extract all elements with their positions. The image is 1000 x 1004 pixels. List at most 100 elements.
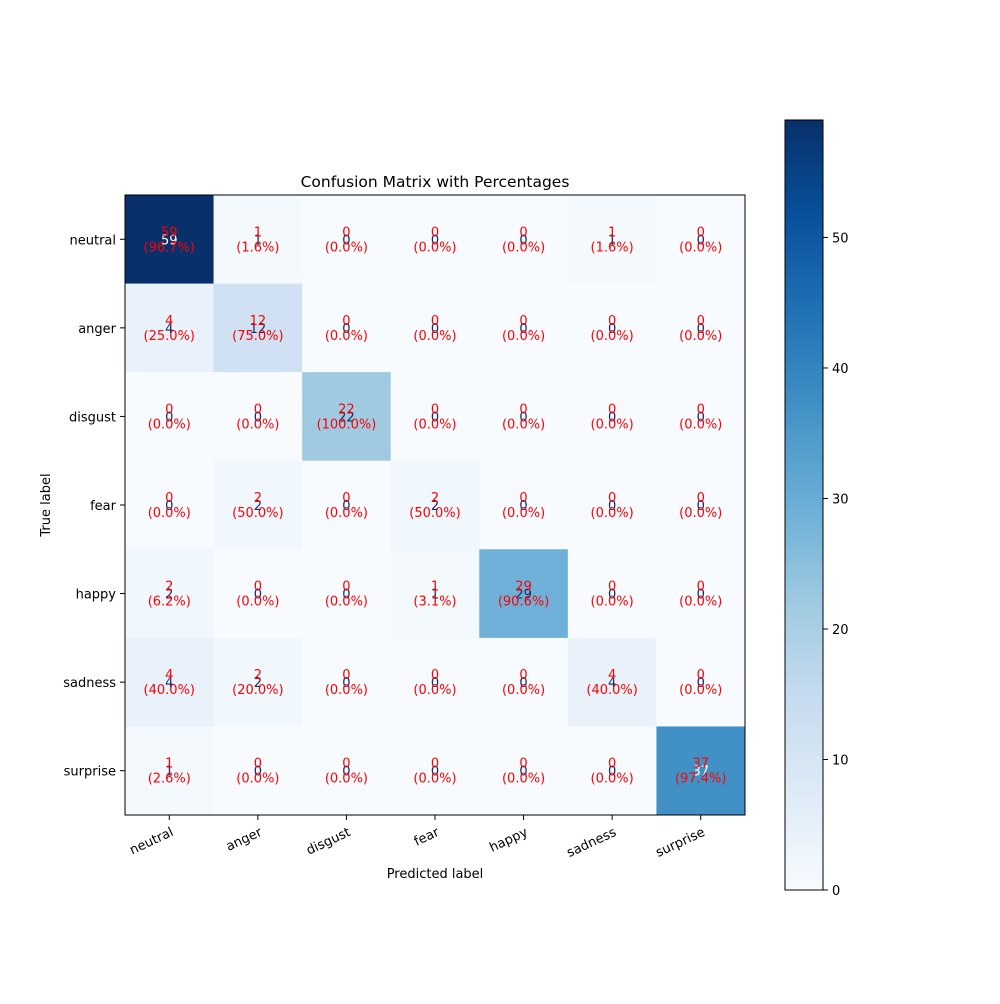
cell-count-annotation: 0: [519, 314, 527, 329]
cell-count-annotation: 0: [431, 402, 439, 417]
cell-count-annotation: 12: [250, 314, 267, 329]
cell-percent-annotation: (0.0%): [325, 683, 368, 698]
cell-count-label: 0: [165, 410, 173, 425]
cell-percent-annotation: (0.0%): [679, 506, 722, 521]
cell-count-label: 0: [697, 499, 705, 514]
cell-count-label: 0: [431, 765, 439, 780]
cell-percent-annotation: (0.0%): [148, 506, 191, 521]
cell-percent-annotation: (0.0%): [591, 329, 634, 344]
cell-count-label: 12: [250, 322, 267, 337]
heatmap-cell: [213, 195, 303, 285]
cell-count-annotation: 1: [254, 225, 262, 240]
heatmap-cell: [390, 549, 480, 639]
y-axis: neutral anger disgust fear happy sadness surpr…: [63, 233, 125, 780]
cell-count-label: 0: [519, 676, 527, 691]
cell-count-annotation: 37: [692, 757, 709, 772]
heatmap-cell: [656, 726, 746, 816]
heatmap-cell: [390, 637, 480, 727]
cell-count-label: 4: [165, 322, 173, 337]
cell-count-annotation: 59: [161, 225, 178, 240]
cell-count-annotation: 0: [254, 580, 262, 595]
cell-count-annotation: 0: [254, 757, 262, 772]
heatmap-cell: [125, 637, 215, 727]
cell-count-label: 4: [608, 676, 616, 691]
colorbar-tick-label: 40: [832, 362, 849, 377]
cell-percent-annotation: (0.0%): [502, 329, 545, 344]
cell-count-label: 1: [165, 765, 173, 780]
cell-count-annotation: 0: [254, 402, 262, 417]
x-tick-label: neutral: [127, 825, 175, 858]
cell-count-annotation: 4: [165, 314, 173, 329]
cell-count-label: 0: [342, 233, 350, 248]
heatmap-cell: [302, 195, 392, 285]
cell-count-annotation: 0: [697, 491, 705, 506]
cell-percent-annotation: (0.0%): [325, 329, 368, 344]
cell-count-label: 0: [254, 588, 262, 603]
heatmap-cell: [302, 283, 392, 373]
cell-count-label: 0: [431, 322, 439, 337]
cell-percent-annotation: (0.0%): [502, 683, 545, 698]
cell-percent-annotation: (96.7%): [144, 240, 195, 255]
heatmap-cell: [479, 549, 569, 639]
x-axis: neutral anger disgust fear happy sadness surpr…: [127, 815, 707, 861]
heatmap-cell: [302, 726, 392, 816]
heatmap-cell: [390, 372, 480, 462]
cell-count-label: 0: [519, 233, 527, 248]
cell-percent-annotation: (0.0%): [325, 772, 368, 787]
cell-count-label: 0: [342, 588, 350, 603]
cell-count-label: 0: [697, 322, 705, 337]
heatmap-cell: [567, 195, 657, 285]
cell-count-annotation: 0: [608, 757, 616, 772]
heatmap-cell: [125, 549, 215, 639]
cell-count-annotation: 0: [342, 668, 350, 683]
cell-count-label: 0: [697, 233, 705, 248]
cell-count-label: 59: [161, 233, 178, 248]
cell-count-annotation: 0: [519, 402, 527, 417]
colorbar-tick-label: 20: [832, 623, 849, 638]
heatmap-cell: [567, 283, 657, 373]
heatmap-cell: [125, 283, 215, 373]
cell-percent-annotation: (0.0%): [679, 683, 722, 698]
cell-count-label: 0: [342, 499, 350, 514]
cell-percent-annotation: (0.0%): [679, 417, 722, 432]
heatmap-cell: [567, 460, 657, 550]
cell-count-annotation: 2: [431, 491, 439, 506]
cell-count-annotation: 2: [165, 580, 173, 595]
cell-percent-annotation: (0.0%): [502, 240, 545, 255]
heatmap-cell: [656, 549, 746, 639]
heatmap-cell: [390, 460, 480, 550]
cell-count-annotation: 2: [254, 491, 262, 506]
cell-percent-annotation: (40.0%): [144, 683, 195, 698]
heatmap-cell: [125, 195, 215, 285]
cell-count-label: 0: [697, 588, 705, 603]
cell-percent-annotation: (0.0%): [591, 595, 634, 610]
y-tick-label: disgust: [69, 410, 116, 425]
cell-count-label: 1: [254, 233, 262, 248]
cell-count-annotation: 0: [431, 225, 439, 240]
heatmap-cell: [479, 283, 569, 373]
cell-count-annotation: 0: [697, 314, 705, 329]
cell-count-annotation: 29: [515, 580, 532, 595]
cell-count-annotation: 0: [697, 580, 705, 595]
heatmap-cell: [302, 549, 392, 639]
colorbar-tick-label: 10: [832, 753, 849, 768]
heatmap-cell: [213, 726, 303, 816]
cell-count-annotation: 0: [431, 314, 439, 329]
cell-count-annotation: 22: [338, 402, 355, 417]
heatmap-cell: [213, 637, 303, 727]
heatmap-cells: [125, 195, 746, 816]
cell-percent-annotation: (0.0%): [413, 417, 456, 432]
cell-percent-annotation: (0.0%): [325, 595, 368, 610]
x-tick-label: happy: [487, 825, 530, 856]
cell-count-annotation: 0: [697, 225, 705, 240]
cell-count-annotation: 0: [519, 668, 527, 683]
cell-count-label: 0: [697, 410, 705, 425]
cell-count-annotation: 0: [342, 225, 350, 240]
cell-count-label: 4: [165, 676, 173, 691]
cell-percent-annotation: (100.0%): [317, 417, 377, 432]
cell-percent-annotation: (0.0%): [148, 417, 191, 432]
cell-count-label: 0: [431, 676, 439, 691]
cell-percent-annotation: (25.0%): [144, 329, 195, 344]
